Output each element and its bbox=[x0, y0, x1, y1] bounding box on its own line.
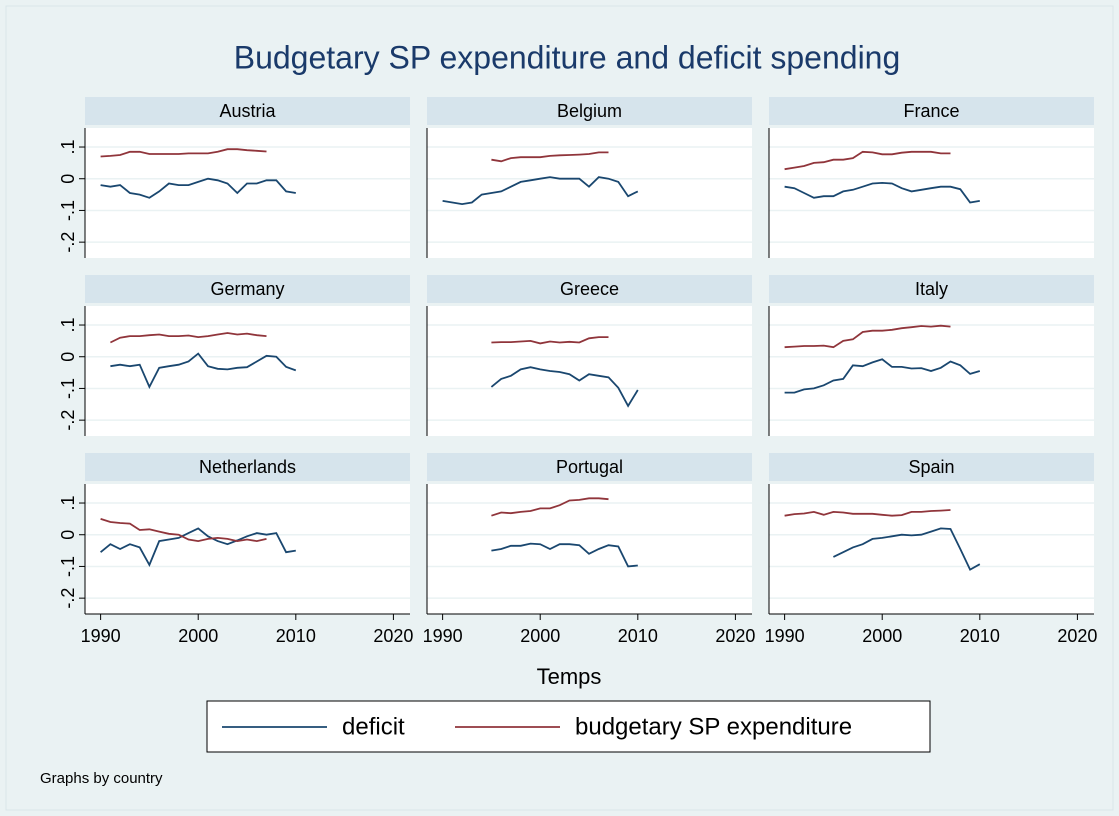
y-tick-label: .1 bbox=[58, 318, 78, 333]
y-tick-label: -.2 bbox=[58, 588, 78, 609]
x-tick-label: 2010 bbox=[276, 626, 316, 646]
x-tick-label: 2000 bbox=[862, 626, 902, 646]
legend bbox=[206, 700, 931, 753]
x-tick-label: 1990 bbox=[423, 626, 463, 646]
x-tick-label: 1990 bbox=[81, 626, 121, 646]
y-tick-label: .1 bbox=[58, 140, 78, 155]
x-tick-label: 2020 bbox=[1057, 626, 1097, 646]
panel-title: Austria bbox=[219, 101, 276, 121]
panel-header bbox=[427, 453, 752, 481]
plot-area bbox=[427, 306, 752, 436]
chart-title: Budgetary SP expenditure and deficit spe… bbox=[234, 39, 901, 75]
plot-area bbox=[85, 484, 410, 614]
x-tick-label: 2010 bbox=[618, 626, 658, 646]
x-tick-label: 2010 bbox=[960, 626, 1000, 646]
plot-area bbox=[427, 484, 752, 614]
panel-header bbox=[85, 453, 410, 481]
panel-title: Greece bbox=[560, 279, 619, 299]
panel-header bbox=[769, 275, 1094, 303]
y-tick-label: -.2 bbox=[58, 410, 78, 431]
panel-header bbox=[427, 97, 752, 125]
x-tick-label: 1990 bbox=[765, 626, 805, 646]
panel-header bbox=[85, 97, 410, 125]
y-tick-label: 0 bbox=[58, 352, 78, 362]
legend-label: budgetary SP expenditure bbox=[575, 713, 852, 740]
y-tick-label: -.1 bbox=[58, 200, 78, 221]
series-line bbox=[110, 352, 297, 389]
series-line bbox=[491, 336, 609, 345]
plot-area bbox=[427, 128, 752, 258]
y-tick-label: 0 bbox=[58, 174, 78, 184]
plot-area bbox=[769, 128, 1094, 258]
series-line bbox=[100, 177, 296, 199]
note: Graphs by country bbox=[40, 770, 163, 787]
panel-title: Germany bbox=[210, 279, 284, 299]
x-axis-label: Temps bbox=[537, 664, 602, 689]
series-line bbox=[784, 181, 980, 204]
series-line bbox=[784, 324, 951, 349]
panel-title: Netherlands bbox=[199, 457, 296, 477]
frame bbox=[5, 5, 1114, 811]
series-line bbox=[100, 527, 296, 567]
series-line bbox=[442, 176, 639, 206]
panel-header bbox=[85, 275, 410, 303]
series-line bbox=[491, 151, 609, 163]
panel-header bbox=[769, 97, 1094, 125]
y-tick-label: 0 bbox=[58, 530, 78, 540]
x-tick-label: 2000 bbox=[178, 626, 218, 646]
series-line bbox=[784, 358, 981, 394]
x-tick-label: 2020 bbox=[715, 626, 755, 646]
series-line bbox=[110, 332, 267, 344]
series-line bbox=[490, 366, 639, 408]
y-tick-label: -.1 bbox=[58, 378, 78, 399]
x-tick-label: 2000 bbox=[520, 626, 560, 646]
panel-header bbox=[427, 275, 752, 303]
panel-title: France bbox=[903, 101, 959, 121]
plot-area bbox=[769, 484, 1094, 614]
x-tick-label: 2020 bbox=[373, 626, 413, 646]
series-line bbox=[100, 148, 267, 158]
panel-title: Belgium bbox=[557, 101, 622, 121]
panel-header bbox=[769, 453, 1094, 481]
y-tick-label: .1 bbox=[58, 496, 78, 511]
legend-label: deficit bbox=[342, 713, 405, 740]
panel-title: Portugal bbox=[556, 457, 623, 477]
y-tick-label: -.2 bbox=[58, 232, 78, 253]
plot-area bbox=[85, 306, 410, 436]
series-line bbox=[784, 150, 951, 171]
panel-title: Italy bbox=[915, 279, 948, 299]
series-line bbox=[100, 518, 267, 543]
panel-title: Spain bbox=[908, 457, 954, 477]
series-line bbox=[491, 497, 609, 517]
y-tick-label: -.1 bbox=[58, 556, 78, 577]
series-line bbox=[833, 527, 981, 571]
series-line bbox=[491, 542, 638, 568]
series-line bbox=[784, 509, 951, 517]
